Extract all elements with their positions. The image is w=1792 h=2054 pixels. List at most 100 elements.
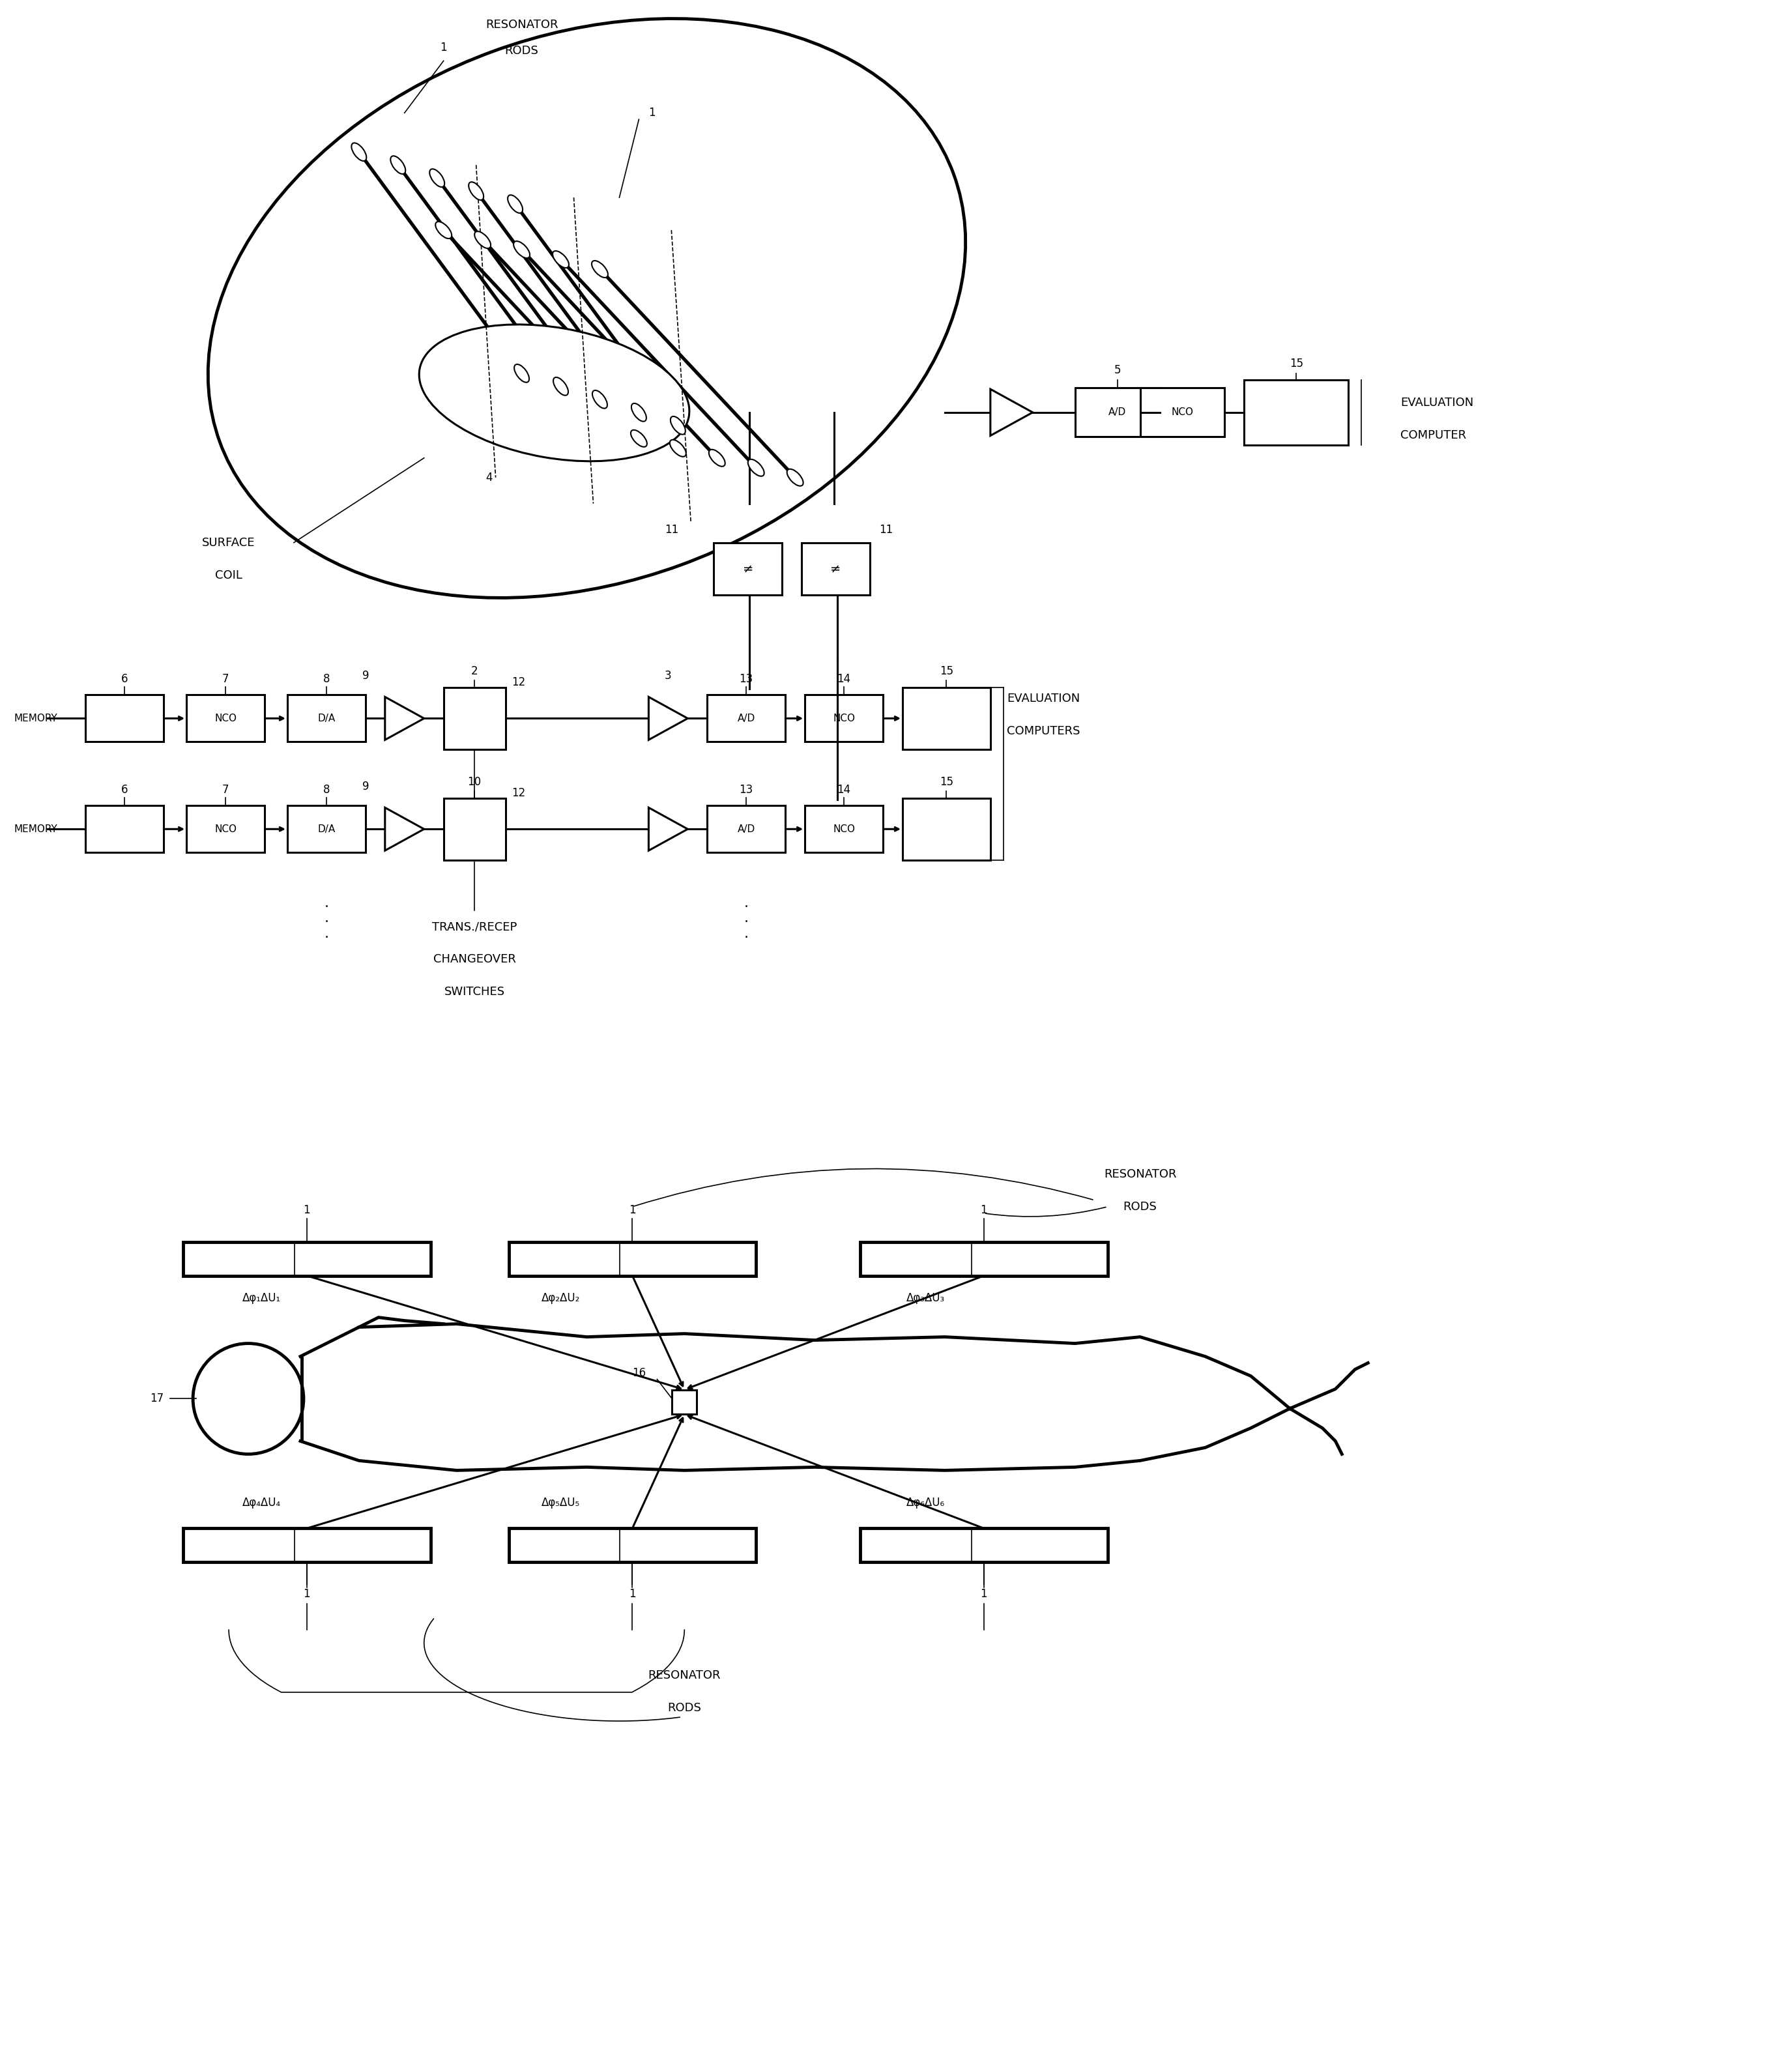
Text: 1: 1	[649, 107, 656, 119]
Text: Δφ₅ΔU₅: Δφ₅ΔU₅	[541, 1497, 581, 1510]
Text: 7: 7	[222, 674, 229, 686]
Text: RODS: RODS	[505, 45, 539, 58]
Text: 8: 8	[323, 674, 330, 686]
Text: 3: 3	[665, 670, 672, 682]
Ellipse shape	[470, 183, 484, 199]
Text: 8: 8	[323, 785, 330, 795]
Polygon shape	[385, 807, 425, 850]
Text: ≠: ≠	[830, 563, 840, 575]
Text: 6: 6	[122, 785, 127, 795]
Bar	[509, 1243, 756, 1276]
Ellipse shape	[631, 429, 647, 448]
Text: 1: 1	[303, 1204, 310, 1216]
Text: 13: 13	[740, 674, 753, 686]
Text: ≠: ≠	[742, 563, 753, 575]
Text: ·
·
·: · · ·	[744, 902, 749, 945]
Text: TRANS./RECEP: TRANS./RECEP	[432, 920, 516, 933]
Text: A/D: A/D	[737, 713, 754, 723]
Text: 1: 1	[441, 41, 446, 53]
Bar	[860, 1243, 1107, 1276]
Bar	[1075, 388, 1159, 438]
Text: 14: 14	[837, 785, 851, 795]
Ellipse shape	[351, 144, 366, 160]
Ellipse shape	[475, 232, 491, 249]
Text: NCO: NCO	[1172, 407, 1193, 417]
Bar	[903, 799, 991, 861]
Text: 7: 7	[222, 785, 229, 795]
Text: RODS: RODS	[668, 1703, 701, 1713]
Polygon shape	[385, 696, 425, 739]
Text: MEMORY: MEMORY	[14, 824, 57, 834]
Bar	[801, 542, 869, 596]
Text: SURFACE: SURFACE	[202, 536, 254, 548]
Ellipse shape	[670, 440, 686, 456]
Text: Δφ₄ΔU₄: Δφ₄ΔU₄	[242, 1497, 281, 1510]
Text: 11: 11	[880, 524, 892, 536]
Text: 12: 12	[511, 787, 525, 799]
Bar	[509, 1528, 756, 1563]
Circle shape	[194, 1343, 303, 1454]
Bar	[708, 805, 785, 852]
Text: Δφ₃ΔU₃: Δφ₃ΔU₃	[907, 1292, 944, 1304]
Text: MEMORY: MEMORY	[14, 713, 57, 723]
Text: Δφ₂ΔU₂: Δφ₂ΔU₂	[541, 1292, 581, 1304]
Text: D/A: D/A	[317, 713, 335, 723]
Bar	[672, 1391, 697, 1415]
Bar	[860, 1528, 1107, 1563]
Ellipse shape	[787, 468, 803, 487]
Bar	[186, 694, 265, 741]
Ellipse shape	[514, 364, 529, 382]
Text: 14: 14	[837, 674, 851, 686]
Text: EVALUATION: EVALUATION	[1007, 692, 1081, 705]
Bar	[805, 805, 883, 852]
Text: 17: 17	[151, 1393, 163, 1405]
Text: Δφ₆ΔU₆: Δφ₆ΔU₆	[907, 1497, 944, 1510]
Polygon shape	[649, 807, 688, 850]
Polygon shape	[649, 696, 688, 739]
Text: 2: 2	[471, 665, 478, 678]
Text: 1: 1	[629, 1204, 636, 1216]
Text: A/D: A/D	[737, 824, 754, 834]
Text: 1: 1	[980, 1204, 987, 1216]
Ellipse shape	[391, 156, 405, 175]
Text: A/D: A/D	[1109, 407, 1125, 417]
Text: NCO: NCO	[833, 824, 855, 834]
Ellipse shape	[554, 378, 568, 394]
Text: COMPUTERS: COMPUTERS	[1007, 725, 1081, 737]
Ellipse shape	[591, 261, 607, 277]
Polygon shape	[991, 388, 1032, 435]
Bar	[183, 1528, 430, 1563]
Bar	[805, 694, 883, 741]
Text: Δφ₁ΔU₁: Δφ₁ΔU₁	[242, 1292, 281, 1304]
Text: 4: 4	[486, 472, 493, 483]
Bar	[444, 688, 505, 750]
Text: 9: 9	[362, 781, 369, 793]
Text: SWITCHES: SWITCHES	[444, 986, 505, 998]
Bar	[444, 799, 505, 861]
Text: 15: 15	[1290, 357, 1303, 370]
Text: RESONATOR: RESONATOR	[486, 18, 557, 31]
Text: RODS: RODS	[1124, 1202, 1158, 1212]
Bar	[287, 805, 366, 852]
Text: NCO: NCO	[215, 824, 237, 834]
Text: RESONATOR: RESONATOR	[649, 1670, 720, 1682]
Bar	[186, 805, 265, 852]
Text: ·
·
·: · · ·	[324, 902, 328, 945]
Text: 12: 12	[511, 676, 525, 688]
Ellipse shape	[507, 195, 523, 214]
Ellipse shape	[514, 240, 530, 259]
Text: D/A: D/A	[317, 824, 335, 834]
Text: 16: 16	[633, 1366, 645, 1378]
Text: NCO: NCO	[833, 713, 855, 723]
Bar	[1244, 380, 1348, 446]
Ellipse shape	[552, 251, 568, 267]
Ellipse shape	[670, 417, 685, 435]
Ellipse shape	[747, 460, 763, 477]
Bar	[708, 694, 785, 741]
Text: 15: 15	[939, 665, 953, 678]
Ellipse shape	[435, 222, 452, 238]
Text: 1: 1	[629, 1588, 636, 1600]
Text: 6: 6	[122, 674, 127, 686]
Text: 5: 5	[1115, 364, 1120, 376]
Text: COMPUTER: COMPUTER	[1401, 429, 1466, 442]
